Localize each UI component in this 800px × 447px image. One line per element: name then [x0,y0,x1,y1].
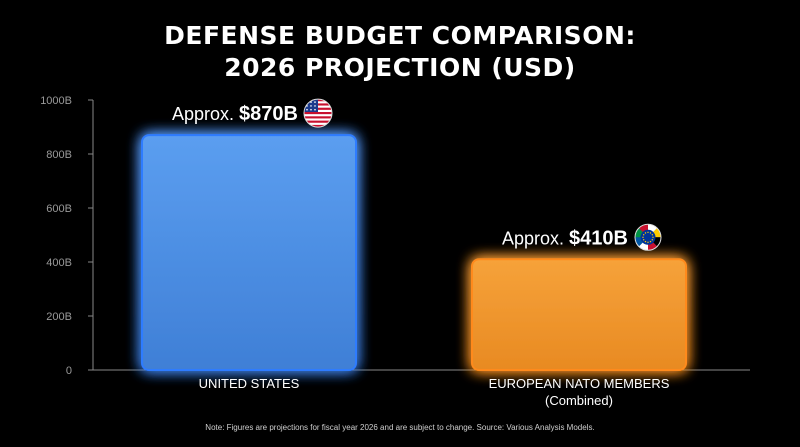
eu-nato-flags-icon [634,223,662,251]
chart-title-line-2: 2026 PROJECTION (USD) [224,53,575,82]
y-tick-label: 800B [46,149,72,161]
y-tick-label: 1000B [40,95,72,107]
category-label: EUROPEAN NATO MEMBERS [489,376,670,391]
y-tick-label: 600B [46,203,72,215]
data-label-prefix: Approx. [502,228,569,248]
y-tick-label: 0 [66,365,72,377]
data-label: Approx. $410B [502,227,628,249]
data-label-value: $870B [239,103,298,125]
y-tick-label: 400B [46,257,72,269]
data-label-value: $410B [569,227,628,249]
data-label-prefix: Approx. [172,104,239,124]
bar-european-nato [471,258,687,371]
y-tick-label: 200B [46,311,72,323]
data-label: Approx. $870B [172,103,298,125]
category-label: UNITED STATES [199,376,300,391]
category-sublabel: (Combined) [545,393,613,408]
chart-title-line-1: DEFENSE BUDGET COMPARISON: [164,21,636,50]
us-flag-icon [303,98,333,128]
footnote: Note: Figures are projections for fiscal… [205,423,594,432]
bar-united-states [141,134,357,371]
